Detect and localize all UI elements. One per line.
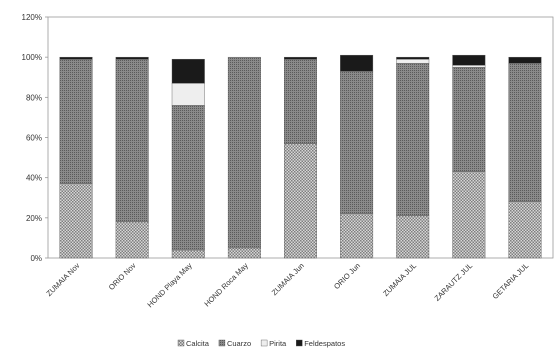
x-tick-label: ZARAUTZ JUL [433, 261, 475, 303]
bar-segment-cuarzo [452, 67, 486, 172]
y-tick-label: 100% [22, 53, 42, 62]
bar-segment-feldespatos [59, 56, 93, 60]
bar-stack [508, 56, 542, 259]
bar-stack [340, 54, 374, 259]
bar-segment-cuarzo [171, 105, 205, 251]
bar-segment-feldespatos [284, 56, 317, 60]
x-tick-label: ZUMAIA JUL [381, 261, 418, 298]
bar-segment-cuarzo [284, 58, 317, 144]
legend-swatch [260, 339, 268, 347]
legend-swatch [218, 339, 226, 347]
bar-segment-cuarzo [508, 62, 542, 202]
x-tick-label: GETARIA JUL [490, 261, 530, 301]
bar-segment-pirita [396, 58, 430, 64]
y-tick-label: 40% [26, 174, 42, 183]
bar-stack [452, 54, 486, 259]
bar-segment-cuarzo [396, 62, 430, 217]
bar-segment-calcita [452, 171, 486, 259]
bar-segment-calcita [396, 215, 430, 259]
y-tick-label: 20% [26, 214, 42, 223]
bar-segment-pirita [452, 64, 486, 68]
bar-stack [227, 56, 261, 259]
x-tick-label: HOND Playa May [145, 261, 193, 309]
x-tick-label: ORIO Nov [107, 261, 138, 292]
bar-segment-feldespatos [171, 58, 205, 84]
bar-segment-calcita [59, 183, 93, 259]
legend-item: Calcita [177, 339, 210, 348]
legend-swatch [177, 339, 185, 347]
legend-label: Calcita [186, 339, 210, 348]
bar-segment-feldespatos [508, 56, 542, 64]
bar-stack [396, 56, 430, 259]
y-tick-label: 0% [30, 254, 42, 263]
bar-segment-cuarzo [59, 58, 93, 184]
legend-label: Pirita [269, 339, 287, 348]
x-axis-labels: ZUMAIA Nov ORIO Nov HOND Playa May HOND Roc… [44, 261, 530, 309]
x-tick-label: ORIO Jun [332, 261, 362, 291]
bar-segment-calcita [227, 247, 261, 259]
bar-segment-feldespatos [115, 56, 149, 60]
bar-stack [284, 56, 317, 259]
bar-segment-calcita [284, 143, 317, 259]
bar-segment-calcita [508, 201, 542, 259]
bar-segment-calcita [340, 213, 374, 259]
bar-segment-cuarzo [227, 56, 261, 249]
y-tick-label: 60% [26, 134, 42, 143]
bar-segment-calcita [115, 221, 149, 259]
x-tick-label: ZUMAIA Jun [270, 261, 306, 297]
legend-item: Pirita [260, 339, 287, 348]
bar-segment-feldespatos [396, 56, 430, 60]
y-tick-label: 80% [26, 93, 42, 102]
bars [59, 54, 542, 259]
bar-stack [115, 56, 149, 259]
legend-label: Cuarzo [227, 339, 251, 348]
y-axis: 0% 20% 40% 60% 80% 100% 120% [22, 13, 48, 263]
bar-stack [171, 58, 205, 259]
bar-stack [59, 56, 93, 259]
bar-segment-calcita [171, 249, 205, 259]
bar-segment-pirita [171, 83, 205, 106]
bar-segment-feldespatos [340, 54, 374, 72]
x-tick-label: HOND Roca May [202, 261, 250, 309]
bar-segment-cuarzo [115, 58, 149, 223]
x-tick-label: ZUMAIA Nov [44, 261, 81, 298]
legend-item: Feldespatos [296, 339, 345, 348]
y-tick-label: 120% [22, 13, 42, 22]
legend-item: Cuarzo [218, 339, 251, 348]
bar-segment-feldespatos [452, 54, 486, 66]
legend: Calcita Cuarzo Pirita Feldespatos [177, 339, 345, 348]
legend-label: Feldespatos [304, 339, 345, 348]
legend-swatch [296, 339, 303, 347]
bar-segment-cuarzo [340, 71, 374, 215]
